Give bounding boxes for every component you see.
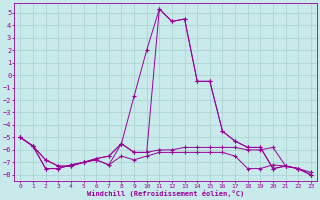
X-axis label: Windchill (Refroidissement éolien,°C): Windchill (Refroidissement éolien,°C)	[87, 190, 244, 197]
